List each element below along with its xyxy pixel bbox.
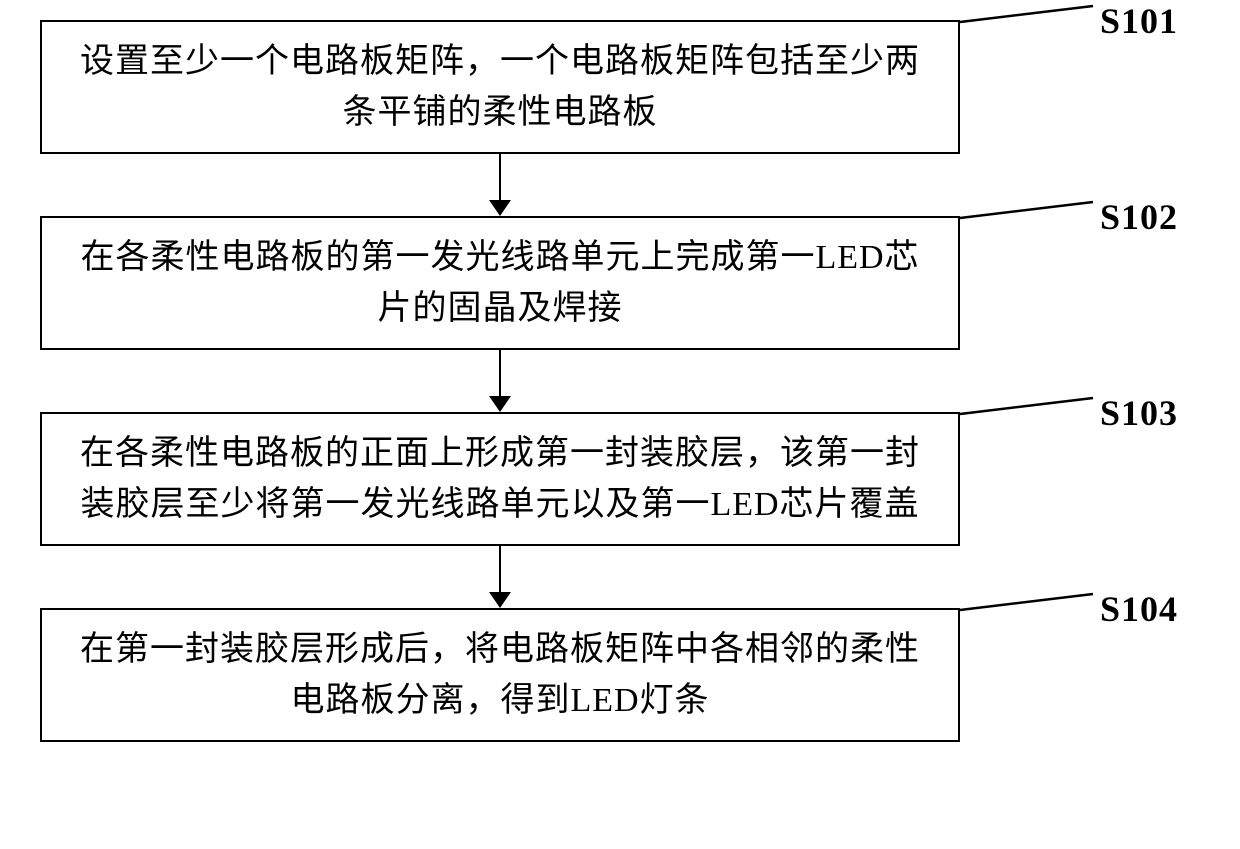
step-text-4: 在第一封装胶层形成后，将电路板矩阵中各相邻的柔性电路板分离，得到LED灯条 [72,624,928,726]
step-label-1: S101 [1100,0,1178,42]
step-label-2: S102 [1100,196,1178,238]
step-box-1: 设置至少一个电路板矩阵，一个电路板矩阵包括至少两条平铺的柔性电路板 [40,20,960,154]
step-row-2: 在各柔性电路板的第一发光线路单元上完成第一LED芯片的固晶及焊接 S102 [40,216,1200,350]
step-text-1: 设置至少一个电路板矩阵，一个电路板矩阵包括至少两条平铺的柔性电路板 [72,36,928,138]
step-text-2: 在各柔性电路板的第一发光线路单元上完成第一LED芯片的固晶及焊接 [72,232,928,334]
step-row-1: 设置至少一个电路板矩阵，一个电路板矩阵包括至少两条平铺的柔性电路板 S101 [40,20,1200,154]
step-box-4: 在第一封装胶层形成后，将电路板矩阵中各相邻的柔性电路板分离，得到LED灯条 [40,608,960,742]
arrow-1-2 [40,154,960,216]
step-label-3: S103 [1100,392,1178,434]
step-row-3: 在各柔性电路板的正面上形成第一封装胶层，该第一封装胶层至少将第一发光线路单元以及… [40,412,1200,546]
step-box-3: 在各柔性电路板的正面上形成第一封装胶层，该第一封装胶层至少将第一发光线路单元以及… [40,412,960,546]
step-label-4: S104 [1100,588,1178,630]
flowchart-container: 设置至少一个电路板矩阵，一个电路板矩阵包括至少两条平铺的柔性电路板 S101 在… [40,20,1200,742]
step-text-3: 在各柔性电路板的正面上形成第一封装胶层，该第一封装胶层至少将第一发光线路单元以及… [72,428,928,530]
arrow-2-3 [40,350,960,412]
arrow-3-4 [40,546,960,608]
step-row-4: 在第一封装胶层形成后，将电路板矩阵中各相邻的柔性电路板分离，得到LED灯条 S1… [40,608,1200,742]
step-box-2: 在各柔性电路板的第一发光线路单元上完成第一LED芯片的固晶及焊接 [40,216,960,350]
